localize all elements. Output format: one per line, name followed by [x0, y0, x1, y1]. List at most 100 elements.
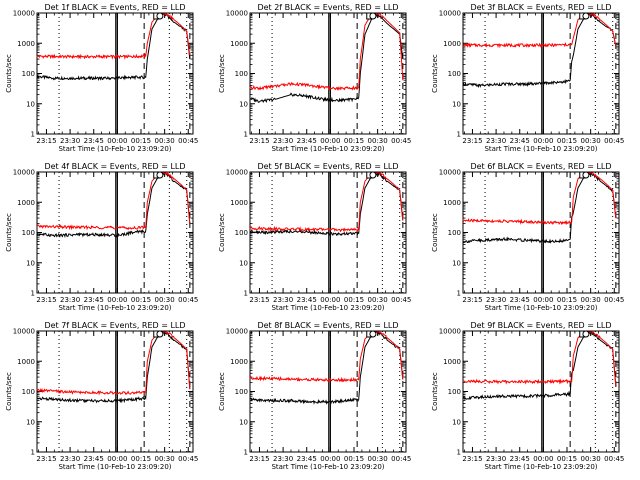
panel-title: Det 8f BLACK = Events, RED = LLD: [257, 321, 398, 330]
x-tick-label: 00:15: [131, 296, 151, 304]
y-tick-label: 10: [26, 100, 35, 108]
y-tick-label: 10000: [226, 10, 248, 18]
x-axis-label: Start Time (10-Feb-10 23:09:20): [271, 304, 384, 312]
x-tick-label: 00:00: [320, 137, 340, 145]
y-axis-label: Counts/sec: [5, 213, 13, 252]
x-tick-label: 00:30: [581, 137, 601, 145]
x-tick-label: 23:30: [60, 137, 80, 145]
panel-title: Det 3f BLACK = Events, RED = LLD: [470, 3, 611, 12]
x-tick-label: 23:15: [249, 137, 269, 145]
x-tick-label: 00:15: [131, 137, 151, 145]
y-tick-label: 100: [22, 229, 35, 237]
x-tick-label: 00:00: [533, 296, 553, 304]
x-tick-label: 00:15: [344, 455, 364, 463]
x-tick-label: 00:00: [107, 137, 127, 145]
events-series-line: [249, 13, 404, 104]
events-series-line: [249, 172, 404, 237]
events-series-line: [462, 171, 617, 244]
x-tick-label: 23:45: [510, 455, 530, 463]
x-tick-label: 00:30: [155, 455, 175, 463]
circle-marker: [156, 330, 164, 338]
y-tick-label: 100: [235, 229, 248, 237]
events-series-line: [462, 330, 617, 401]
x-tick-label: 00:30: [155, 137, 175, 145]
detector-panel-6: Det 6f BLACK = Events, RED = LLD 1 10 100 10…: [431, 162, 624, 312]
events-series-line: [36, 171, 191, 238]
y-axis-label: Counts/sec: [218, 54, 226, 93]
panel-title: Det 2f BLACK = Events, RED = LLD: [257, 3, 398, 12]
y-tick-label: 1: [457, 290, 461, 298]
x-tick-label: 00:15: [344, 137, 364, 145]
x-tick-label: 00:15: [131, 455, 151, 463]
x-tick-label: 00:45: [391, 455, 411, 463]
circle-marker: [156, 12, 164, 20]
detector-panel-9: Det 9f BLACK = Events, RED = LLD 1 10 100 10…: [431, 321, 624, 471]
y-tick-label: 100: [448, 70, 461, 78]
y-tick-label: 10: [452, 100, 461, 108]
x-axis-label: Start Time (10-Feb-10 23:09:20): [58, 463, 171, 471]
x-tick-label: 00:00: [320, 455, 340, 463]
x-tick-label: 00:00: [107, 296, 127, 304]
panel-title: Det 7f BLACK = Events, RED = LLD: [44, 321, 185, 330]
x-tick-label: 23:15: [36, 137, 56, 145]
x-tick-label: 00:45: [391, 296, 411, 304]
x-tick-label: 00:00: [533, 455, 553, 463]
panel-title: Det 9f BLACK = Events, RED = LLD: [470, 321, 611, 330]
y-tick-label: 100: [448, 388, 461, 396]
x-tick-label: 00:00: [320, 296, 340, 304]
events-series-line: [249, 330, 404, 405]
x-tick-label: 23:15: [462, 455, 482, 463]
lld-series-line: [36, 331, 191, 396]
x-tick-label: 00:45: [178, 137, 198, 145]
y-axis-label: Counts/sec: [431, 372, 439, 411]
x-tick-label: 00:45: [178, 455, 198, 463]
detector-panel-2: Det 2f BLACK = Events, RED = LLD 1 10 100 10…: [218, 3, 411, 153]
detector-panel-7: Det 7f BLACK = Events, RED = LLD 1 10 100 10…: [5, 321, 198, 471]
y-tick-label: 1: [244, 131, 248, 139]
events-series-line: [462, 13, 617, 89]
x-tick-label: 23:45: [297, 137, 317, 145]
circle-marker: [582, 171, 590, 179]
x-tick-label: 23:45: [510, 137, 530, 145]
x-axis-label: Start Time (10-Feb-10 23:09:20): [58, 145, 171, 153]
x-tick-label: 00:15: [557, 455, 577, 463]
x-tick-label: 00:00: [533, 137, 553, 145]
y-tick-label: 1: [244, 449, 248, 457]
circle-marker: [582, 330, 590, 338]
detector-panel-4: Det 4f BLACK = Events, RED = LLD 1 10 100 10…: [5, 162, 198, 312]
y-tick-label: 10: [239, 259, 248, 267]
x-tick-label: 23:30: [60, 455, 80, 463]
y-tick-label: 1000: [230, 40, 248, 48]
y-tick-label: 10: [239, 418, 248, 426]
x-axis-label: Start Time (10-Feb-10 23:09:20): [271, 145, 384, 153]
detector-panel-8: Det 8f BLACK = Events, RED = LLD 1 10 100 10…: [218, 321, 411, 471]
y-tick-label: 10: [26, 418, 35, 426]
y-tick-label: 1: [457, 131, 461, 139]
x-axis-label: Start Time (10-Feb-10 23:09:20): [271, 463, 384, 471]
y-axis-label: Counts/sec: [431, 54, 439, 93]
circle-marker: [156, 171, 164, 179]
x-tick-label: 00:15: [344, 296, 364, 304]
x-tick-label: 00:30: [368, 296, 388, 304]
x-tick-label: 23:15: [249, 455, 269, 463]
y-tick-label: 1: [31, 290, 35, 298]
x-tick-label: 00:15: [557, 296, 577, 304]
y-tick-label: 10000: [439, 328, 461, 336]
x-tick-label: 00:30: [368, 137, 388, 145]
y-axis-label: Counts/sec: [431, 213, 439, 252]
y-tick-label: 100: [235, 70, 248, 78]
x-tick-label: 00:00: [107, 455, 127, 463]
x-tick-label: 00:45: [604, 455, 624, 463]
panel-title: Det 6f BLACK = Events, RED = LLD: [470, 162, 611, 171]
y-tick-label: 10: [26, 259, 35, 267]
detector-panel-1: Det 1f BLACK = Events, RED = LLD 1 10 100 10…: [5, 3, 198, 153]
x-axis-label: Start Time (10-Feb-10 23:09:20): [484, 145, 597, 153]
y-axis-label: Counts/sec: [218, 213, 226, 252]
lld-series-line: [462, 172, 617, 226]
x-tick-label: 23:15: [249, 296, 269, 304]
events-series-line: [36, 330, 191, 404]
lld-series-line: [36, 171, 191, 231]
x-tick-label: 23:15: [462, 137, 482, 145]
lld-series-line: [462, 13, 617, 49]
detector-panel-5: Det 5f BLACK = Events, RED = LLD 1 10 100 10…: [218, 162, 411, 312]
